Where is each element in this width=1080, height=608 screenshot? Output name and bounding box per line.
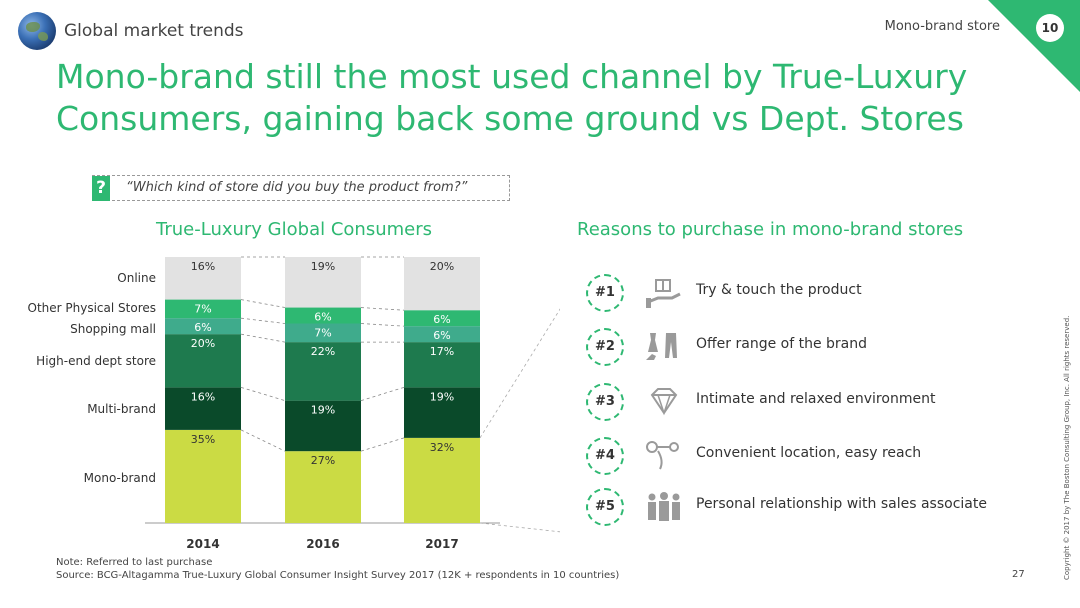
connector-line	[240, 386, 286, 402]
bar-segment	[165, 318, 241, 335]
bar-segment	[285, 342, 361, 401]
series-label: Online	[117, 271, 156, 285]
data-label: 6%	[314, 311, 331, 324]
data-label: 6%	[433, 313, 450, 326]
copyright-note: Copyright © 2017 by The Boston Consultin…	[1063, 315, 1071, 580]
question-mark-icon: ?	[92, 176, 110, 201]
rank-badge: #2	[586, 328, 624, 366]
people-icon	[644, 490, 684, 524]
rank-badge: #1	[586, 274, 624, 312]
data-label: 7%	[194, 303, 211, 316]
rank-badge: #3	[586, 383, 624, 421]
connector-line	[240, 317, 286, 324]
data-label: 19%	[311, 404, 335, 417]
slide-title: Mono-brand still the most used channel b…	[56, 57, 968, 138]
bar-segment	[404, 342, 480, 388]
callout-line	[479, 308, 560, 439]
connector-line	[240, 333, 286, 343]
year-label: 2014	[186, 537, 219, 551]
reason-text: Personal relationship with sales associa…	[696, 496, 987, 512]
data-label: 22%	[311, 345, 335, 358]
connector-line	[240, 429, 286, 452]
reasons-title: Reasons to purchase in mono-brand stores	[577, 219, 964, 240]
series-label: Mono-brand	[84, 471, 156, 485]
data-label: 20%	[191, 337, 215, 350]
rank-badge: #4	[586, 437, 624, 475]
data-label: 7%	[314, 327, 331, 340]
data-label: 19%	[430, 390, 454, 403]
data-label: 6%	[194, 321, 211, 334]
data-label: 16%	[191, 390, 215, 403]
section-label: Global market trends	[64, 21, 244, 41]
route-icon	[644, 439, 684, 473]
bar-segment	[404, 310, 480, 327]
bar-segment	[285, 257, 361, 308]
rank-badge: #5	[586, 488, 624, 526]
corner-tab	[988, 0, 1080, 92]
reason-text: Offer range of the brand	[696, 336, 867, 352]
connector-line	[240, 299, 286, 308]
source-note: Source: BCG-Altagamma True-Luxury Global…	[56, 570, 620, 581]
gift-hand-icon	[644, 276, 684, 310]
diamond-icon	[644, 385, 684, 419]
clothing-icon	[644, 330, 684, 364]
reason-text: Intimate and relaxed environment	[696, 391, 936, 407]
bar-segment	[165, 387, 241, 430]
data-label: 35%	[191, 433, 215, 446]
data-label: 19%	[311, 260, 335, 273]
chart-title: True-Luxury Global Consumers	[156, 219, 432, 240]
bar-segment	[404, 326, 480, 343]
reason-text: Try & touch the product	[696, 282, 862, 298]
bar-segment	[404, 257, 480, 311]
bar-segment	[285, 307, 361, 324]
survey-question: “Which kind of store did you buy the pro…	[126, 180, 468, 195]
question-box	[92, 175, 510, 201]
data-label: 6%	[433, 329, 450, 342]
bar-segment	[285, 451, 361, 523]
bar-segment	[165, 334, 241, 388]
bar-segment	[404, 437, 480, 523]
year-label: 2017	[425, 537, 458, 551]
connector-line	[360, 307, 405, 311]
stacked-bar-chart: 35% 16% 20% 6% 7% 16% 2014 27% 19% 22% 7% 6% 19% 2016…	[28, 256, 560, 551]
reason-text: Convenient location, easy reach	[696, 445, 922, 461]
page-number: 10	[1036, 14, 1064, 42]
series-label: Shopping mall	[70, 322, 156, 336]
bar-segment	[285, 400, 361, 452]
series-label: Other Physical Stores	[28, 301, 156, 315]
store-label: Mono-brand store	[884, 19, 1000, 34]
series-label: High-end dept store	[36, 354, 156, 368]
bar-segment	[404, 387, 480, 438]
connector-line	[360, 437, 405, 452]
footnote: Note: Referred to last purchase	[56, 557, 213, 568]
callout-line	[479, 522, 560, 533]
connector-line	[360, 323, 405, 327]
connector-line	[360, 386, 405, 402]
bar-segment	[165, 257, 241, 300]
bar-segment	[285, 323, 361, 343]
data-label: 17%	[430, 345, 454, 358]
data-label: 27%	[311, 454, 335, 467]
slide-number: 27	[1012, 569, 1025, 580]
bar-segment	[165, 299, 241, 319]
data-label: 16%	[191, 260, 215, 273]
year-label: 2016	[306, 537, 339, 551]
globe-icon	[18, 12, 56, 50]
data-label: 20%	[430, 260, 454, 273]
series-label: Multi-brand	[87, 402, 156, 416]
data-label: 32%	[430, 441, 454, 454]
bar-segment	[165, 429, 241, 523]
